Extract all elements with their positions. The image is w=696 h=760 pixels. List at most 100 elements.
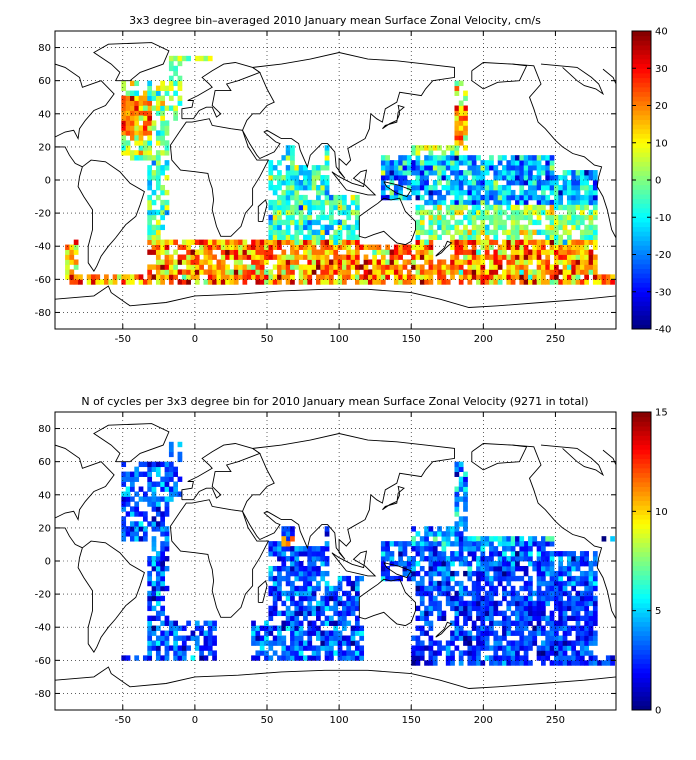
heatmap-cell [484, 570, 490, 577]
heatmap-cell [471, 645, 477, 651]
heatmap-cell [592, 279, 598, 285]
heatmap-cell [562, 615, 568, 621]
heatmap-cell [476, 269, 481, 275]
heatmap-cell [147, 481, 153, 487]
heatmap-cell [255, 254, 261, 260]
heatmap-cell [346, 635, 352, 641]
heatmap-cell [164, 249, 170, 255]
heatmap-cell [303, 224, 308, 231]
heatmap-cell [432, 170, 438, 176]
heatmap-cell [389, 541, 395, 547]
heatmap-cell [445, 575, 451, 582]
heatmap-cell [510, 590, 516, 597]
heatmap-cell [458, 531, 464, 537]
heatmap-cell [333, 585, 339, 592]
heatmap-cell [419, 590, 425, 597]
heatmap-cell [337, 264, 343, 270]
heatmap-cell [419, 585, 425, 592]
heatmap-cell [476, 536, 481, 542]
heatmap-cell [255, 625, 261, 631]
heatmap-cell [290, 279, 295, 285]
heatmap-cell [575, 556, 581, 562]
heatmap-cell [467, 274, 473, 280]
heatmap-cell [558, 605, 564, 612]
heatmap-cell [346, 269, 352, 275]
heatmap-cell [177, 635, 183, 641]
heatmap-cell [199, 244, 204, 250]
heatmap-cell [147, 194, 153, 201]
heatmap-cell [303, 234, 308, 240]
heatmap-cell [532, 209, 538, 216]
heatmap-cell [160, 461, 166, 468]
heatmap-cell [78, 274, 83, 280]
heatmap-cell [147, 180, 153, 186]
heatmap-cell [515, 194, 520, 201]
heatmap-cell [311, 570, 317, 577]
heatmap-cell [121, 526, 127, 532]
heatmap-cell [562, 189, 568, 196]
heatmap-cell [320, 244, 326, 250]
heatmap-cell [588, 575, 594, 582]
heatmap-cell [393, 541, 399, 547]
heatmap-cell [346, 575, 352, 582]
heatmap-cell [181, 55, 187, 62]
heatmap-cell [354, 625, 360, 631]
heatmap-cell [199, 655, 204, 661]
heatmap-cell [125, 140, 131, 146]
heatmap-cell [536, 605, 542, 612]
heatmap-cell [549, 590, 555, 597]
heatmap-cell [437, 279, 442, 285]
heatmap-cell [528, 615, 533, 621]
heatmap-cell [506, 565, 512, 572]
heatmap-cell [147, 620, 153, 626]
heatmap-cell [316, 274, 321, 280]
heatmap-cell [268, 204, 274, 211]
heatmap-cell [168, 496, 174, 502]
heatmap-cell [493, 561, 499, 567]
colorbar-swatch [632, 691, 651, 697]
heatmap-cell [290, 189, 295, 196]
heatmap-cell [437, 580, 442, 587]
heatmap-cell [311, 219, 317, 226]
heatmap-cell [432, 234, 438, 240]
heatmap-cell [350, 625, 356, 631]
y-tick-label: 80 [38, 424, 51, 435]
heatmap-cell [259, 635, 265, 641]
heatmap-cell [506, 570, 512, 577]
heatmap-cell [268, 630, 274, 636]
heatmap-cell [298, 279, 304, 285]
heatmap-cell [528, 605, 533, 612]
heatmap-cell [268, 219, 274, 226]
heatmap-cell [467, 541, 473, 547]
heatmap-cell [471, 160, 477, 166]
heatmap-cell [142, 461, 148, 468]
heatmap-cell [277, 269, 282, 275]
heatmap-cell [467, 254, 473, 260]
heatmap-cell [281, 175, 287, 181]
heatmap-cell [553, 254, 559, 260]
heatmap-cell [147, 234, 153, 240]
heatmap-cell [502, 590, 507, 597]
heatmap-cell [376, 269, 382, 275]
heatmap-cell [502, 219, 507, 226]
heatmap-cell [151, 630, 157, 636]
heatmap-cell [277, 279, 282, 285]
heatmap-cell [164, 650, 170, 656]
heatmap-cell [160, 541, 166, 547]
heatmap-cell [450, 600, 455, 607]
heatmap-cell [298, 180, 304, 186]
heatmap-cell [428, 264, 434, 270]
heatmap-cell [510, 264, 516, 270]
heatmap-cell [437, 274, 442, 280]
heatmap-cell [151, 541, 157, 547]
heatmap-cell [411, 650, 416, 656]
heatmap-cell [333, 194, 339, 201]
heatmap-cell [553, 279, 559, 285]
heatmap-cell [134, 511, 140, 517]
heatmap-cell [463, 585, 468, 592]
heatmap-cell [160, 80, 166, 87]
heatmap-cell [290, 180, 295, 186]
heatmap-cell [480, 625, 486, 631]
heatmap-cell [207, 249, 213, 255]
heatmap-cell [290, 170, 295, 176]
